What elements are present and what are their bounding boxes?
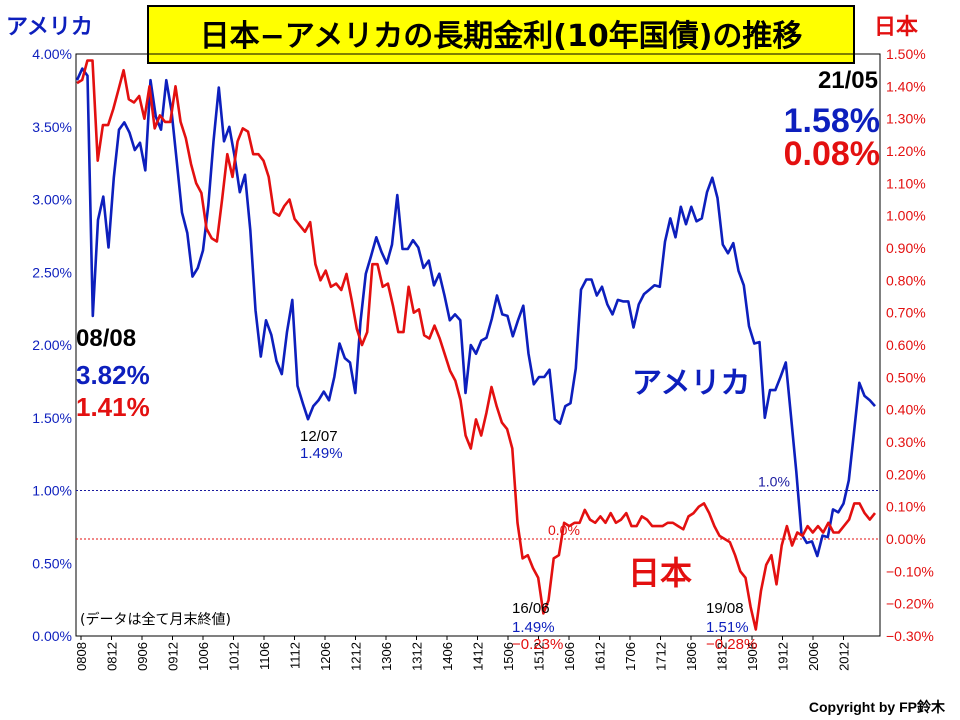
x-tick-label: 1512 <box>532 642 547 671</box>
x-tick-label: 1706 <box>623 642 638 671</box>
right-axis-label: 日本 <box>874 15 918 40</box>
data-note: (データは全て月末終値) <box>80 611 231 628</box>
us-series-label: アメリカ <box>632 366 751 401</box>
us-rate-line <box>75 67 876 558</box>
right-tick-label: 1.40% <box>886 78 926 94</box>
x-tick-label: 1906 <box>745 642 760 671</box>
right-tick-label: 0.00% <box>886 531 926 547</box>
x-tick-label: 1812 <box>715 642 730 671</box>
x-tick-label: 1312 <box>410 642 425 671</box>
reference-line-label: 1.0% <box>758 474 790 490</box>
low1-us: 1.49% <box>300 445 343 462</box>
x-tick-label: 2006 <box>806 642 821 671</box>
x-tick-label: 1106 <box>257 642 272 670</box>
low2-us: 1.49% <box>512 619 555 636</box>
left-axis-label: アメリカ <box>6 15 93 40</box>
right-tick-label: 1.50% <box>886 46 926 62</box>
right-tick-label: 0.90% <box>886 240 926 256</box>
end-us-value: 1.58% <box>784 102 880 140</box>
low3-jp: −0.28% <box>706 636 757 653</box>
left-tick-label: 2.50% <box>32 264 72 280</box>
x-tick-label: 0812 <box>105 642 120 671</box>
left-tick-label: 0.50% <box>32 555 72 571</box>
right-tick-label: 0.20% <box>886 466 926 482</box>
left-tick-label: 3.50% <box>32 119 72 135</box>
chart-title: 日本−アメリカの長期金利(10年国債)の推移 <box>200 19 803 54</box>
right-tick-label: −0.30% <box>886 628 934 644</box>
x-tick-label: 1306 <box>379 642 394 671</box>
x-tick-label: 1606 <box>562 642 577 671</box>
reference-lines: 1.0%0.0% <box>76 474 880 540</box>
low3-date: 19/08 <box>706 600 744 617</box>
right-tick-label: 1.00% <box>886 208 926 224</box>
left-tick-label: 4.00% <box>32 46 72 62</box>
left-tick-label: 0.00% <box>32 628 72 644</box>
start-date-label: 08/08 <box>76 325 136 352</box>
left-tick-label: 1.00% <box>32 483 72 499</box>
jp-rate-line <box>76 59 877 631</box>
x-tick-label: 1506 <box>501 642 516 671</box>
right-tick-label: 1.20% <box>886 143 926 159</box>
right-tick-label: 1.30% <box>886 111 926 127</box>
x-tick-label: 1712 <box>654 642 669 671</box>
x-tick-label: 1412 <box>471 642 486 671</box>
low2-date: 16/06 <box>512 600 550 617</box>
x-tick-label: 1206 <box>318 642 333 671</box>
right-tick-label: −0.20% <box>886 596 934 612</box>
end-date-label: 21/05 <box>818 67 878 94</box>
x-tick-label: 0906 <box>135 642 150 671</box>
x-tick-label: 1612 <box>593 642 608 671</box>
right-tick-label: 0.10% <box>886 499 926 515</box>
x-tick-label: 2012 <box>837 642 852 671</box>
x-tick-label: 1212 <box>349 642 364 671</box>
right-tick-label: 0.80% <box>886 272 926 288</box>
low3-us: 1.51% <box>706 619 749 636</box>
left-tick-label: 1.50% <box>32 410 72 426</box>
x-tick-label: 0912 <box>166 642 181 671</box>
x-tick-label: 1006 <box>196 642 211 671</box>
right-tick-label: 1.10% <box>886 175 926 191</box>
jp-series-label: 日本 <box>628 554 692 592</box>
right-tick-label: 0.50% <box>886 369 926 385</box>
right-tick-label: 0.60% <box>886 337 926 353</box>
low2-jp: −0.23% <box>512 636 563 653</box>
x-tick-label: 1806 <box>684 642 699 671</box>
low1-date: 12/07 <box>300 428 338 445</box>
left-tick-label: 3.00% <box>32 192 72 208</box>
right-tick-label: 0.70% <box>886 305 926 321</box>
x-tick-label: 1912 <box>776 642 791 671</box>
right-tick-label: −0.10% <box>886 563 934 579</box>
right-tick-label: 0.30% <box>886 434 926 450</box>
x-tick-label: 0808 <box>74 642 89 671</box>
x-tick-label: 1112 <box>288 642 303 669</box>
x-axis-ticks: 0808 0812 0906 0912 1006 1012 1106 1112 1206 1212… <box>74 636 852 671</box>
x-tick-label: 1012 <box>227 642 242 671</box>
start-jp-value: 1.41% <box>76 392 150 422</box>
left-axis-ticks: 0.00% 0.50% 1.00% 1.50% 2.00% 2.50% 3.00% 3.50%… <box>32 46 72 644</box>
right-tick-label: 0.40% <box>886 402 926 418</box>
series-layer <box>75 59 877 631</box>
x-tick-label: 1406 <box>440 642 455 671</box>
end-jp-value: 0.08% <box>784 135 880 173</box>
start-us-value: 3.82% <box>76 360 150 390</box>
left-tick-label: 2.00% <box>32 337 72 353</box>
right-axis-ticks: −0.30% −0.20% −0.10% 0.00% 0.10% 0.20% 0.30% 0.… <box>886 46 934 644</box>
copyright: Copyright by FP鈴木 <box>809 699 946 715</box>
